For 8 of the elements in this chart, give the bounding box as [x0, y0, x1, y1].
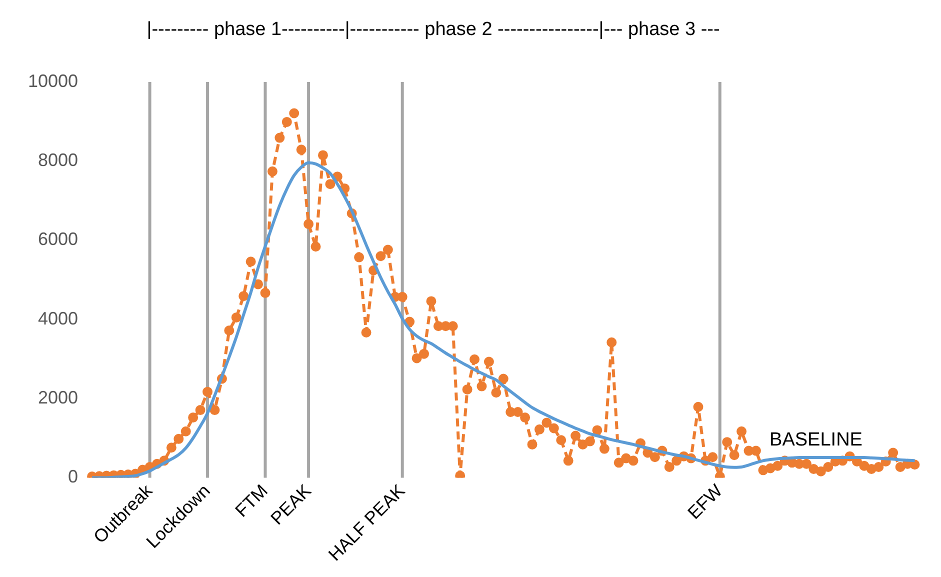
text: |--------- phase 1----------|----------- phase 2 ----------------|--- phase 3 ---	[146, 19, 720, 40]
annotation: BASELINE	[770, 429, 862, 450]
y-tick-label: 4000	[38, 308, 78, 328]
y-tick-label: 8000	[38, 150, 78, 170]
y-tick-label: 6000	[38, 229, 78, 250]
y-tick-label: 0	[68, 466, 78, 487]
y-tick-label: 2000	[38, 388, 78, 408]
y-tick-label: 10000	[28, 70, 78, 91]
